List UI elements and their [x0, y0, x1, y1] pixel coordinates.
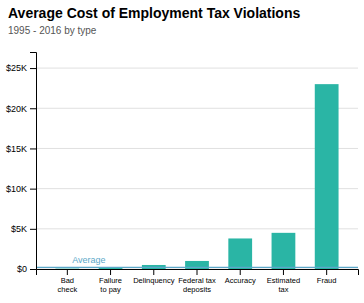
x-tick-mark	[326, 269, 327, 275]
x-tick: Badcheck	[58, 269, 78, 294]
y-tick-mark	[30, 229, 36, 230]
bar	[315, 84, 339, 269]
grid-line	[36, 108, 358, 109]
x-tick-label-line: check	[58, 285, 78, 294]
y-tick: $25K	[6, 63, 36, 73]
y-tick-label: $20K	[6, 104, 27, 114]
x-tick: Federal taxdeposits	[178, 269, 216, 294]
title: Average Cost of Employment Tax Violation…	[8, 5, 300, 21]
y-tick-mark	[30, 269, 36, 270]
y-axis: $0 $5K $10K $15K $20K $25K	[6, 53, 37, 275]
x-tick-label: Fraud	[317, 276, 337, 285]
x-tick-label-line: deposits	[183, 285, 211, 294]
x-tick-mark	[283, 269, 284, 275]
x-tick-mark	[67, 269, 68, 275]
x-tick: Delinquency	[133, 269, 175, 285]
marks	[36, 84, 358, 269]
x-tick-label-line: Delinquency	[133, 276, 175, 285]
x-tick-label-line: tax	[278, 285, 288, 294]
y-tick-label: $0	[17, 264, 27, 274]
y-tick-mark	[30, 108, 36, 109]
x-tick-label: Delinquency	[133, 276, 175, 285]
x-tick-label: Badcheck	[58, 276, 78, 293]
y-tick-label: $10K	[6, 184, 27, 194]
average-label: Average	[72, 255, 105, 265]
x-axis: Badcheck Failureto pay DelinquencyFederal …	[37, 269, 359, 294]
y-tick: $0	[17, 264, 36, 274]
y-tick: $5K	[11, 224, 36, 234]
x-tick: Estimatedtax	[267, 269, 300, 294]
x-tick-label-line: Accuracy	[225, 276, 256, 285]
y-tick-label: $15K	[6, 144, 27, 154]
x-tick-label: Accuracy	[225, 276, 256, 285]
x-tick: Fraud	[317, 269, 337, 285]
x-tick-label-line: Fraud	[317, 276, 337, 285]
x-tick-mark	[240, 269, 241, 275]
x-tick-label: Estimatedtax	[267, 276, 300, 293]
y-tick: $15K	[6, 144, 36, 154]
grid-line	[36, 68, 358, 69]
x-tick-label: Federal taxdeposits	[178, 276, 216, 293]
x-tick: Accuracy	[225, 269, 256, 285]
x-tick-mark	[153, 269, 154, 275]
x-tick-label: Failureto pay	[99, 276, 122, 293]
bar	[272, 233, 296, 269]
x-axis-line	[37, 270, 359, 276]
y-tick-label: $5K	[11, 224, 27, 234]
grid-line	[36, 148, 358, 149]
y-tick-mark	[30, 189, 36, 190]
x-tick-mark	[197, 269, 198, 275]
y-tick: $10K	[6, 184, 36, 194]
plot: $0 $5K $10K $15K $20K $25K Badcheck Failureto p…	[6, 53, 359, 294]
grid	[36, 68, 358, 269]
grid-line	[36, 228, 358, 229]
chart: Average Cost of Employment Tax Violation…	[0, 0, 364, 303]
y-tick: $20K	[6, 104, 36, 114]
bar	[55, 268, 79, 269]
y-tick-mark	[30, 148, 36, 149]
x-tick-mark	[110, 269, 111, 275]
grid-line	[36, 188, 358, 189]
y-tick-mark	[30, 68, 36, 69]
average-line	[36, 267, 358, 268]
x-tick: Failureto pay	[99, 269, 122, 294]
subtitle: 1995 - 2016 by type	[8, 25, 97, 36]
x-tick-label-line: to pay	[100, 285, 121, 294]
y-axis-line	[30, 53, 37, 270]
y-tick-label: $25K	[6, 63, 27, 73]
bar	[228, 238, 252, 269]
